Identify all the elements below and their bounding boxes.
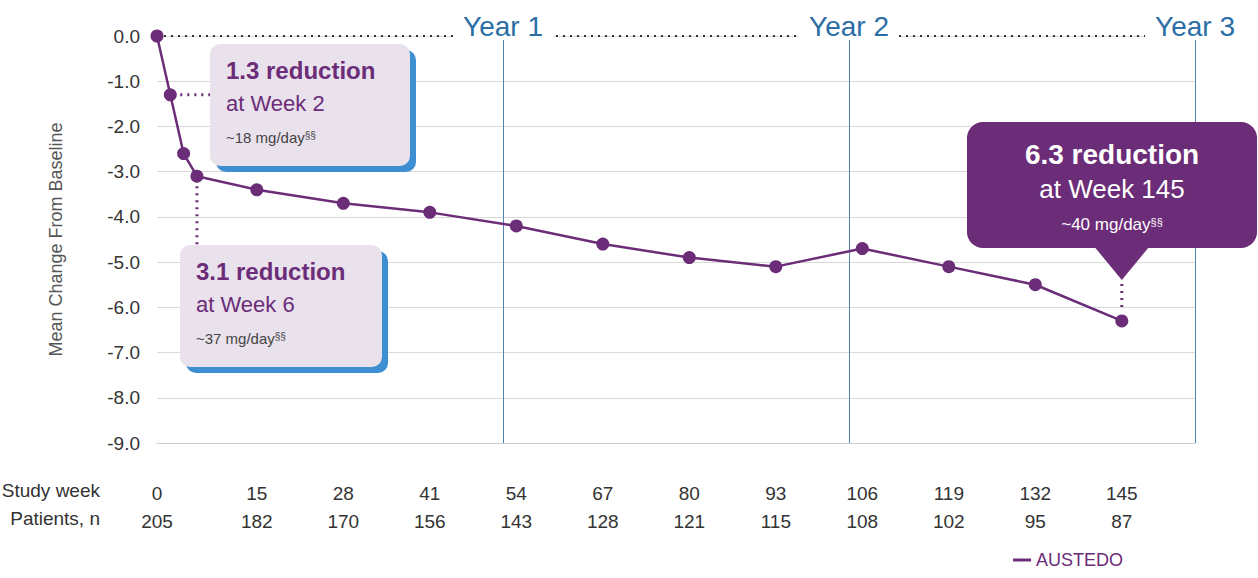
svg-text:Patients, n: Patients, n: [10, 508, 100, 529]
svg-text:-7.0: -7.0: [107, 342, 140, 363]
svg-text:132: 132: [1019, 483, 1051, 504]
svg-text:~18 mg/day: ~18 mg/day: [226, 129, 305, 146]
svg-text:-3.0: -3.0: [107, 161, 140, 182]
svg-text:15: 15: [246, 483, 267, 504]
svg-text:3.1 reduction: 3.1 reduction: [196, 258, 345, 285]
svg-text:Mean Change From Baseline: Mean Change From Baseline: [46, 122, 66, 356]
svg-text:1.3 reduction: 1.3 reduction: [226, 57, 375, 84]
svg-text:143: 143: [500, 511, 532, 532]
svg-text:182: 182: [241, 511, 273, 532]
svg-text:-5.0: -5.0: [107, 252, 140, 273]
svg-text:119: 119: [934, 483, 964, 504]
svg-text:-8.0: -8.0: [107, 387, 140, 408]
svg-text:128: 128: [587, 511, 619, 532]
svg-text:-2.0: -2.0: [107, 116, 140, 137]
svg-text:§§: §§: [275, 331, 286, 342]
svg-text:156: 156: [414, 511, 446, 532]
svg-text:102: 102: [933, 511, 965, 532]
svg-text:41: 41: [419, 483, 440, 504]
svg-text:93: 93: [765, 483, 786, 504]
svg-text:Year 2: Year 2: [809, 11, 889, 42]
svg-text:54: 54: [506, 483, 528, 504]
svg-text:-4.0: -4.0: [107, 206, 140, 227]
svg-text:at Week 6: at Week 6: [196, 292, 295, 317]
svg-text:108: 108: [846, 511, 878, 532]
svg-text:0.0: 0.0: [114, 26, 140, 47]
svg-text:170: 170: [327, 511, 359, 532]
svg-text:AUSTEDO: AUSTEDO: [1036, 550, 1123, 570]
svg-text:-6.0: -6.0: [107, 297, 140, 318]
svg-text:-1.0: -1.0: [107, 71, 140, 92]
svg-text:28: 28: [333, 483, 354, 504]
svg-text:121: 121: [673, 511, 705, 532]
svg-text:~40 mg/day: ~40 mg/day: [1061, 215, 1151, 234]
svg-text:95: 95: [1025, 511, 1046, 532]
svg-text:80: 80: [679, 483, 700, 504]
svg-text:§§: §§: [305, 130, 316, 141]
svg-text:87: 87: [1111, 511, 1132, 532]
svg-text:-9.0: -9.0: [107, 433, 140, 454]
svg-text:205: 205: [141, 511, 173, 532]
svg-text:145: 145: [1106, 483, 1138, 504]
svg-text:§§: §§: [1151, 216, 1163, 228]
svg-text:106: 106: [846, 483, 878, 504]
svg-text:at Week 145: at Week 145: [1039, 174, 1185, 204]
svg-text:~37 mg/day: ~37 mg/day: [196, 330, 275, 347]
svg-text:67: 67: [592, 483, 613, 504]
svg-text:Study week: Study week: [2, 480, 101, 501]
svg-text:Year 3: Year 3: [1155, 11, 1235, 42]
svg-text:0: 0: [152, 483, 163, 504]
svg-text:115: 115: [761, 511, 791, 532]
svg-text:6.3 reduction: 6.3 reduction: [1025, 139, 1199, 170]
svg-text:Year 1: Year 1: [463, 11, 543, 42]
svg-text:at Week 2: at Week 2: [226, 91, 325, 116]
